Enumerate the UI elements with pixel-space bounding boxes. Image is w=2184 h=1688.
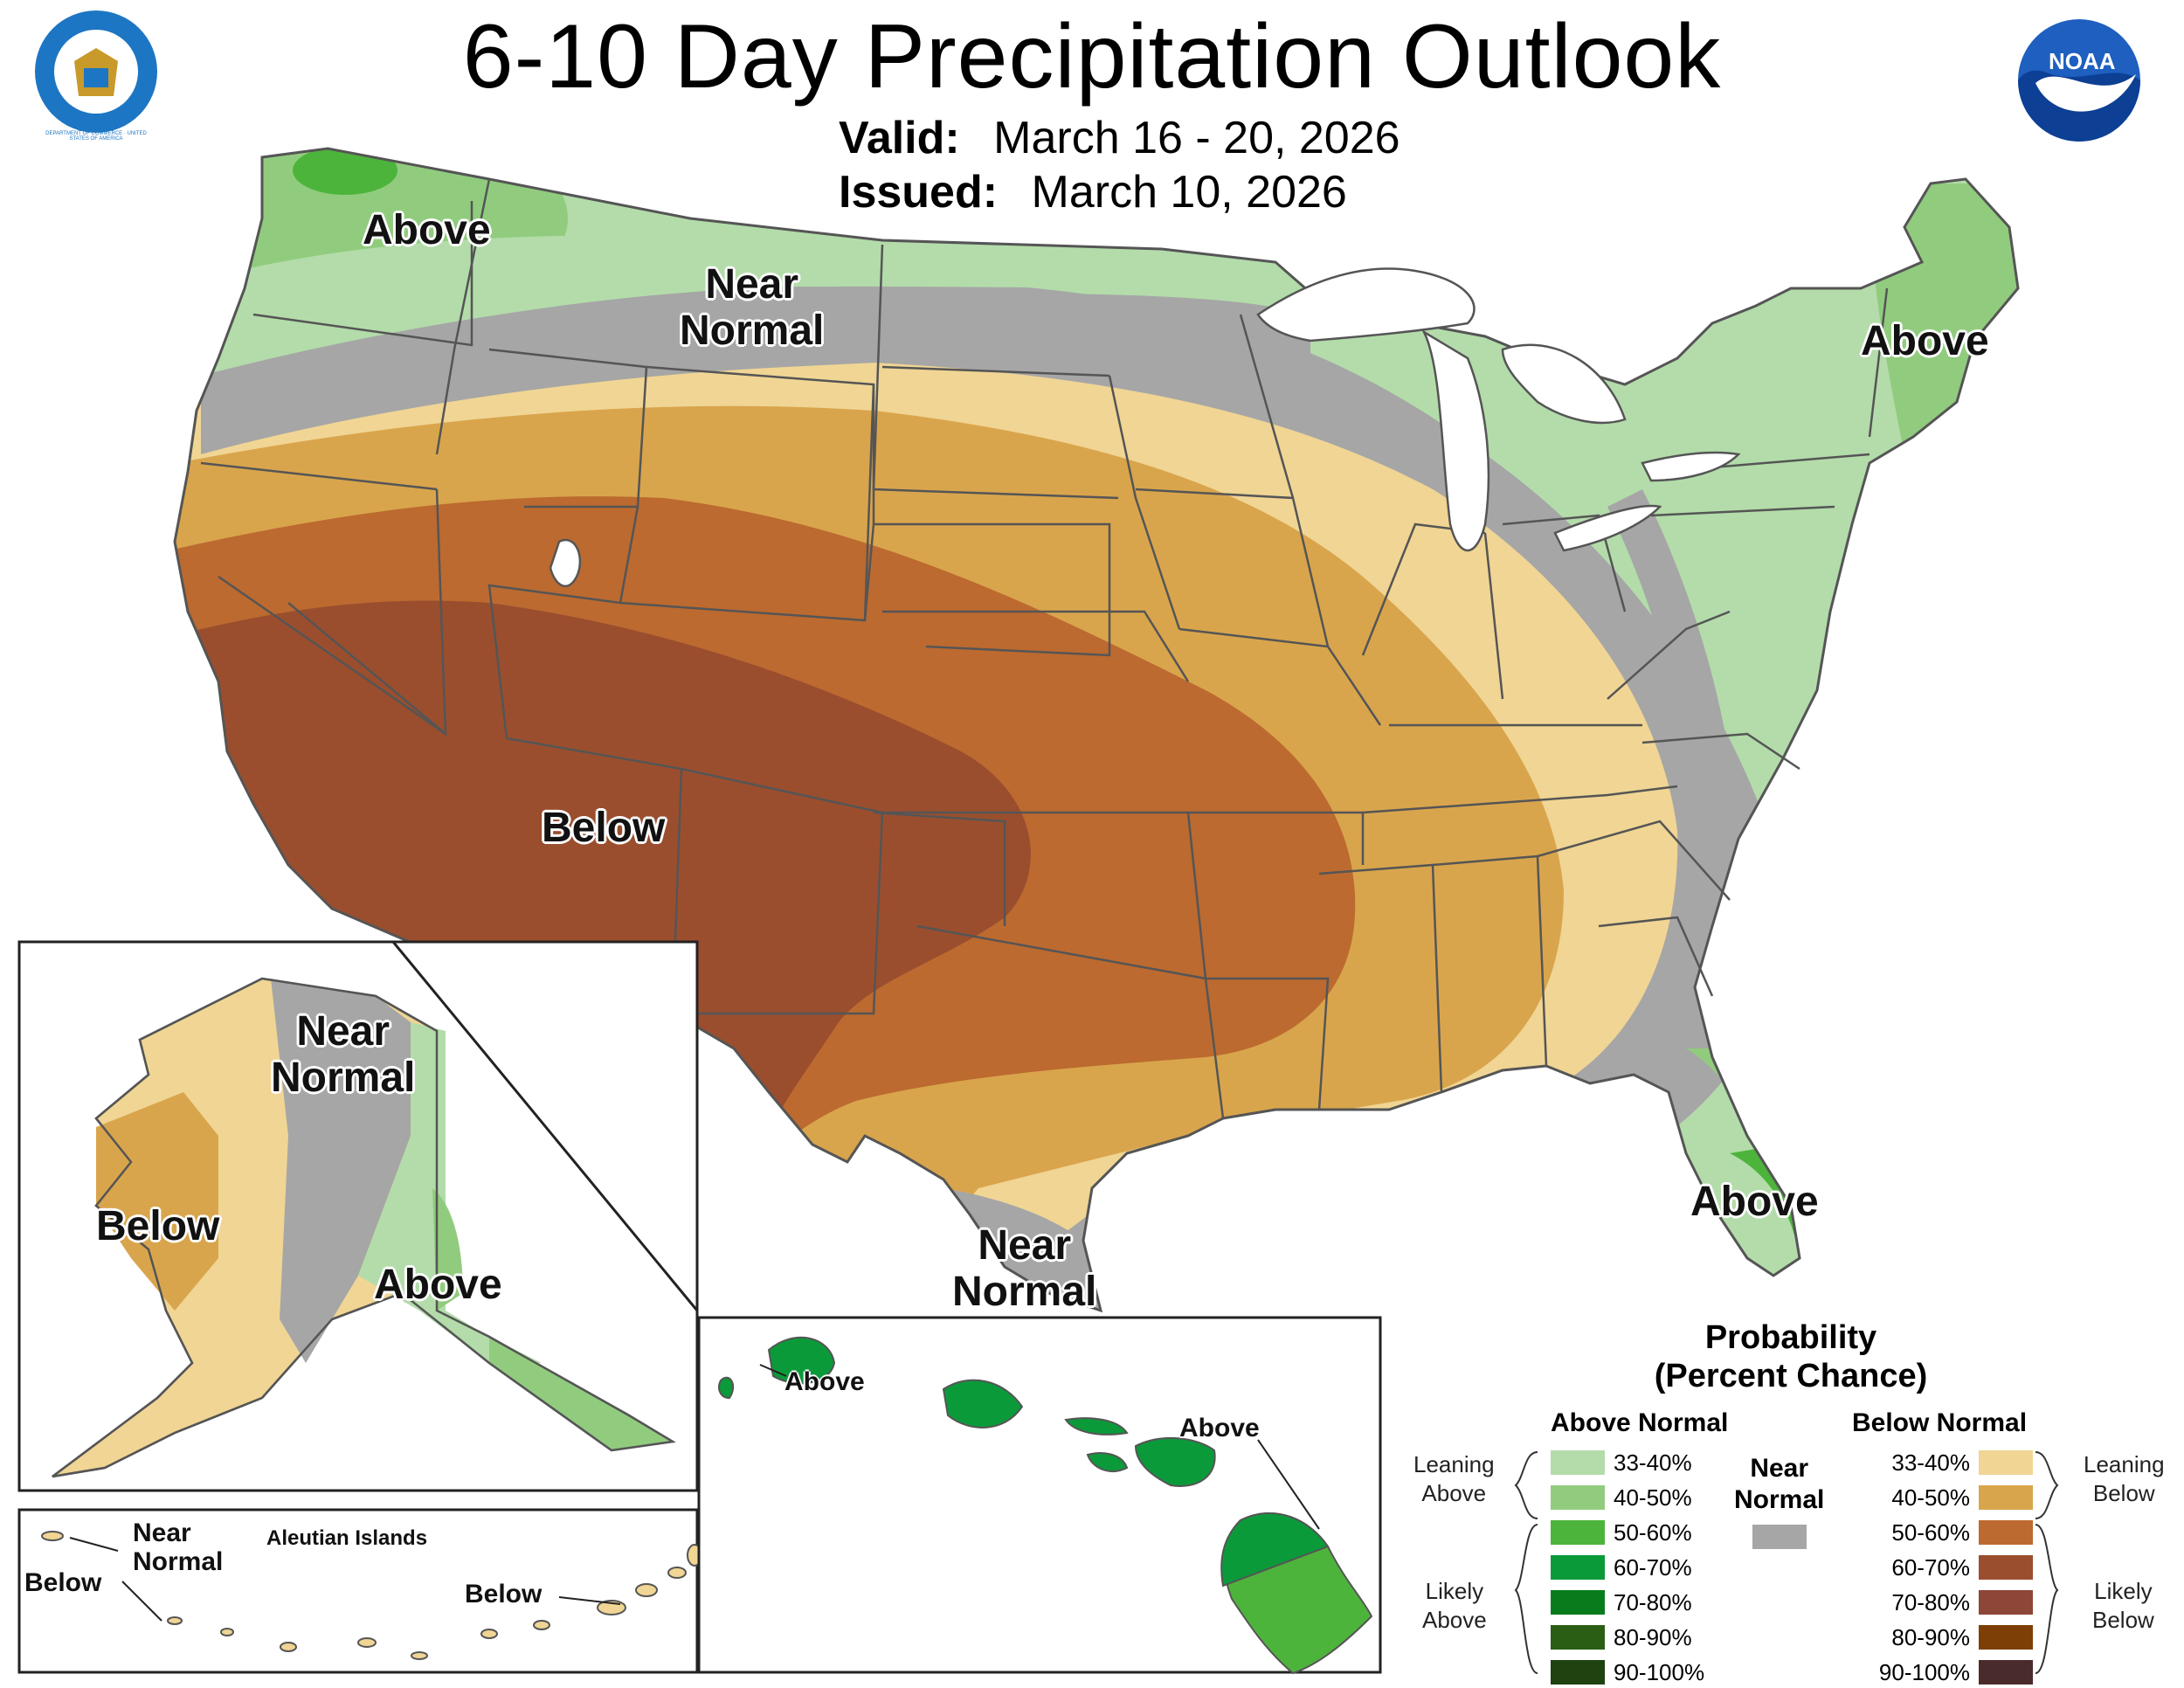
legend-above-swatch [1551, 1660, 1605, 1685]
legend-below-row: 33-40% [1870, 1449, 2033, 1476]
label-northeast: Above [1861, 318, 1989, 364]
legend-leaning-below: Leaning Below [2084, 1451, 2165, 1506]
legend-below-label: 90-100% [1878, 1658, 1970, 1685]
label-aleutian-title: Aleutian Islands [266, 1526, 428, 1550]
great-lakes [549, 267, 1741, 588]
legend-title: Probability (Percent Chance) [1654, 1319, 1928, 1394]
legend-below-row: 50-60% [1870, 1519, 2033, 1546]
noaa-logo-text: NOAA [2049, 48, 2116, 74]
legend-below-header: Below Normal [1852, 1408, 2028, 1437]
label-alaska-west: Below [96, 1203, 220, 1249]
hawaii-inset [697, 1316, 1382, 1675]
legend-above-row: 70-80% [1551, 1588, 1692, 1615]
legend-below-swatch [1979, 1555, 2033, 1580]
legend-above-header: Above Normal [1551, 1408, 1729, 1437]
label-south-texas: Near Normal [952, 1222, 1097, 1315]
legend-below-swatch [1979, 1625, 2033, 1650]
legend-below-row: 40-50% [1870, 1484, 2033, 1511]
legend-above-row: 90-100% [1551, 1658, 1705, 1685]
legend-above-label: 50-60% [1614, 1519, 1692, 1546]
issued-value: March 10, 2026 [1031, 167, 1347, 218]
legend-above-swatch [1551, 1555, 1605, 1580]
legend-below-row: 80-90% [1870, 1623, 2033, 1650]
legend-above-label: 40-50% [1614, 1484, 1692, 1511]
legend-above-swatch [1551, 1450, 1605, 1475]
legend-above-swatch [1551, 1590, 1605, 1615]
label-florida: Above [1690, 1179, 1819, 1225]
legend-leaning-above: Leaning Above [1413, 1451, 1495, 1506]
issued-line: Issued: March 10, 2026 [839, 166, 1347, 218]
legend-above-label: 33-40% [1614, 1449, 1692, 1476]
legend-below-row: 60-70% [1870, 1553, 2033, 1581]
legend-above-label: 60-70% [1614, 1553, 1692, 1581]
dept-of-commerce-seal [35, 10, 157, 133]
legend-likely-below: Likely Below [2092, 1578, 2154, 1633]
legend-below-label: 70-80% [1891, 1588, 1970, 1615]
label-north-plains: Near Normal [680, 261, 825, 354]
issued-label: Issued: [839, 167, 999, 218]
valid-value: March 16 - 20, 2026 [993, 113, 1400, 163]
legend-above-swatch [1551, 1625, 1605, 1650]
legend-below-swatch [1979, 1520, 2033, 1545]
legend-above-label: 70-80% [1614, 1588, 1692, 1615]
legend-above-swatch [1551, 1520, 1605, 1545]
noaa-logo [2018, 19, 2140, 142]
legend-below-label: 40-50% [1891, 1484, 1970, 1511]
legend-below-label: 50-60% [1891, 1519, 1970, 1546]
dept-of-commerce-text: DEPARTMENT OF COMMERCE · UNITED STATES O… [45, 131, 147, 142]
aleutian-inset [17, 1508, 702, 1674]
legend-below-label: 60-70% [1891, 1553, 1970, 1581]
legend-above-swatch [1551, 1485, 1605, 1510]
legend-above-row: 80-90% [1551, 1623, 1692, 1650]
alaska-inset [17, 940, 699, 1492]
label-pacific-nw: Above [363, 207, 491, 253]
legend-near-normal: Near Normal [1734, 1453, 1824, 1549]
label-aleutian-east: Below [465, 1580, 543, 1608]
legend-below-swatch [1979, 1485, 2033, 1510]
legend-below-row: 90-100% [1870, 1658, 2033, 1685]
legend-above-row: 60-70% [1551, 1553, 1692, 1581]
legend-likely-above: Likely Above [1422, 1578, 1487, 1633]
label-southwest: Below [542, 805, 666, 851]
label-alaska-southeast: Above [374, 1262, 502, 1308]
label-hawaii-west: Above [784, 1367, 865, 1396]
legend-below-swatch [1979, 1660, 2033, 1685]
legend-near-swatch [1752, 1525, 1807, 1549]
legend-below-label: 80-90% [1891, 1623, 1970, 1650]
legend-above-row: 33-40% [1551, 1449, 1692, 1476]
label-alaska-central: Near Normal [271, 1008, 416, 1101]
legend-below-swatch [1979, 1450, 2033, 1475]
legend-above-row: 40-50% [1551, 1484, 1692, 1511]
valid-label: Valid: [839, 113, 960, 163]
page-title: 6-10 Day Precipitation Outlook [462, 6, 1722, 107]
legend-below-label: 33-40% [1891, 1449, 1970, 1476]
label-hawaii-east: Above [1179, 1414, 1260, 1442]
state-borders [200, 178, 1889, 1119]
legend-above-row: 50-60% [1551, 1519, 1692, 1546]
legend-above-label: 90-100% [1614, 1658, 1705, 1685]
legend-below-row: 70-80% [1870, 1588, 2033, 1615]
legend-below-swatch [1979, 1590, 2033, 1615]
valid-line: Valid: March 16 - 20, 2026 [839, 112, 1400, 164]
legend-above-label: 80-90% [1614, 1623, 1692, 1650]
label-aleutian-near: Near Normal [133, 1519, 224, 1576]
label-aleutian-west: Below [24, 1568, 102, 1597]
